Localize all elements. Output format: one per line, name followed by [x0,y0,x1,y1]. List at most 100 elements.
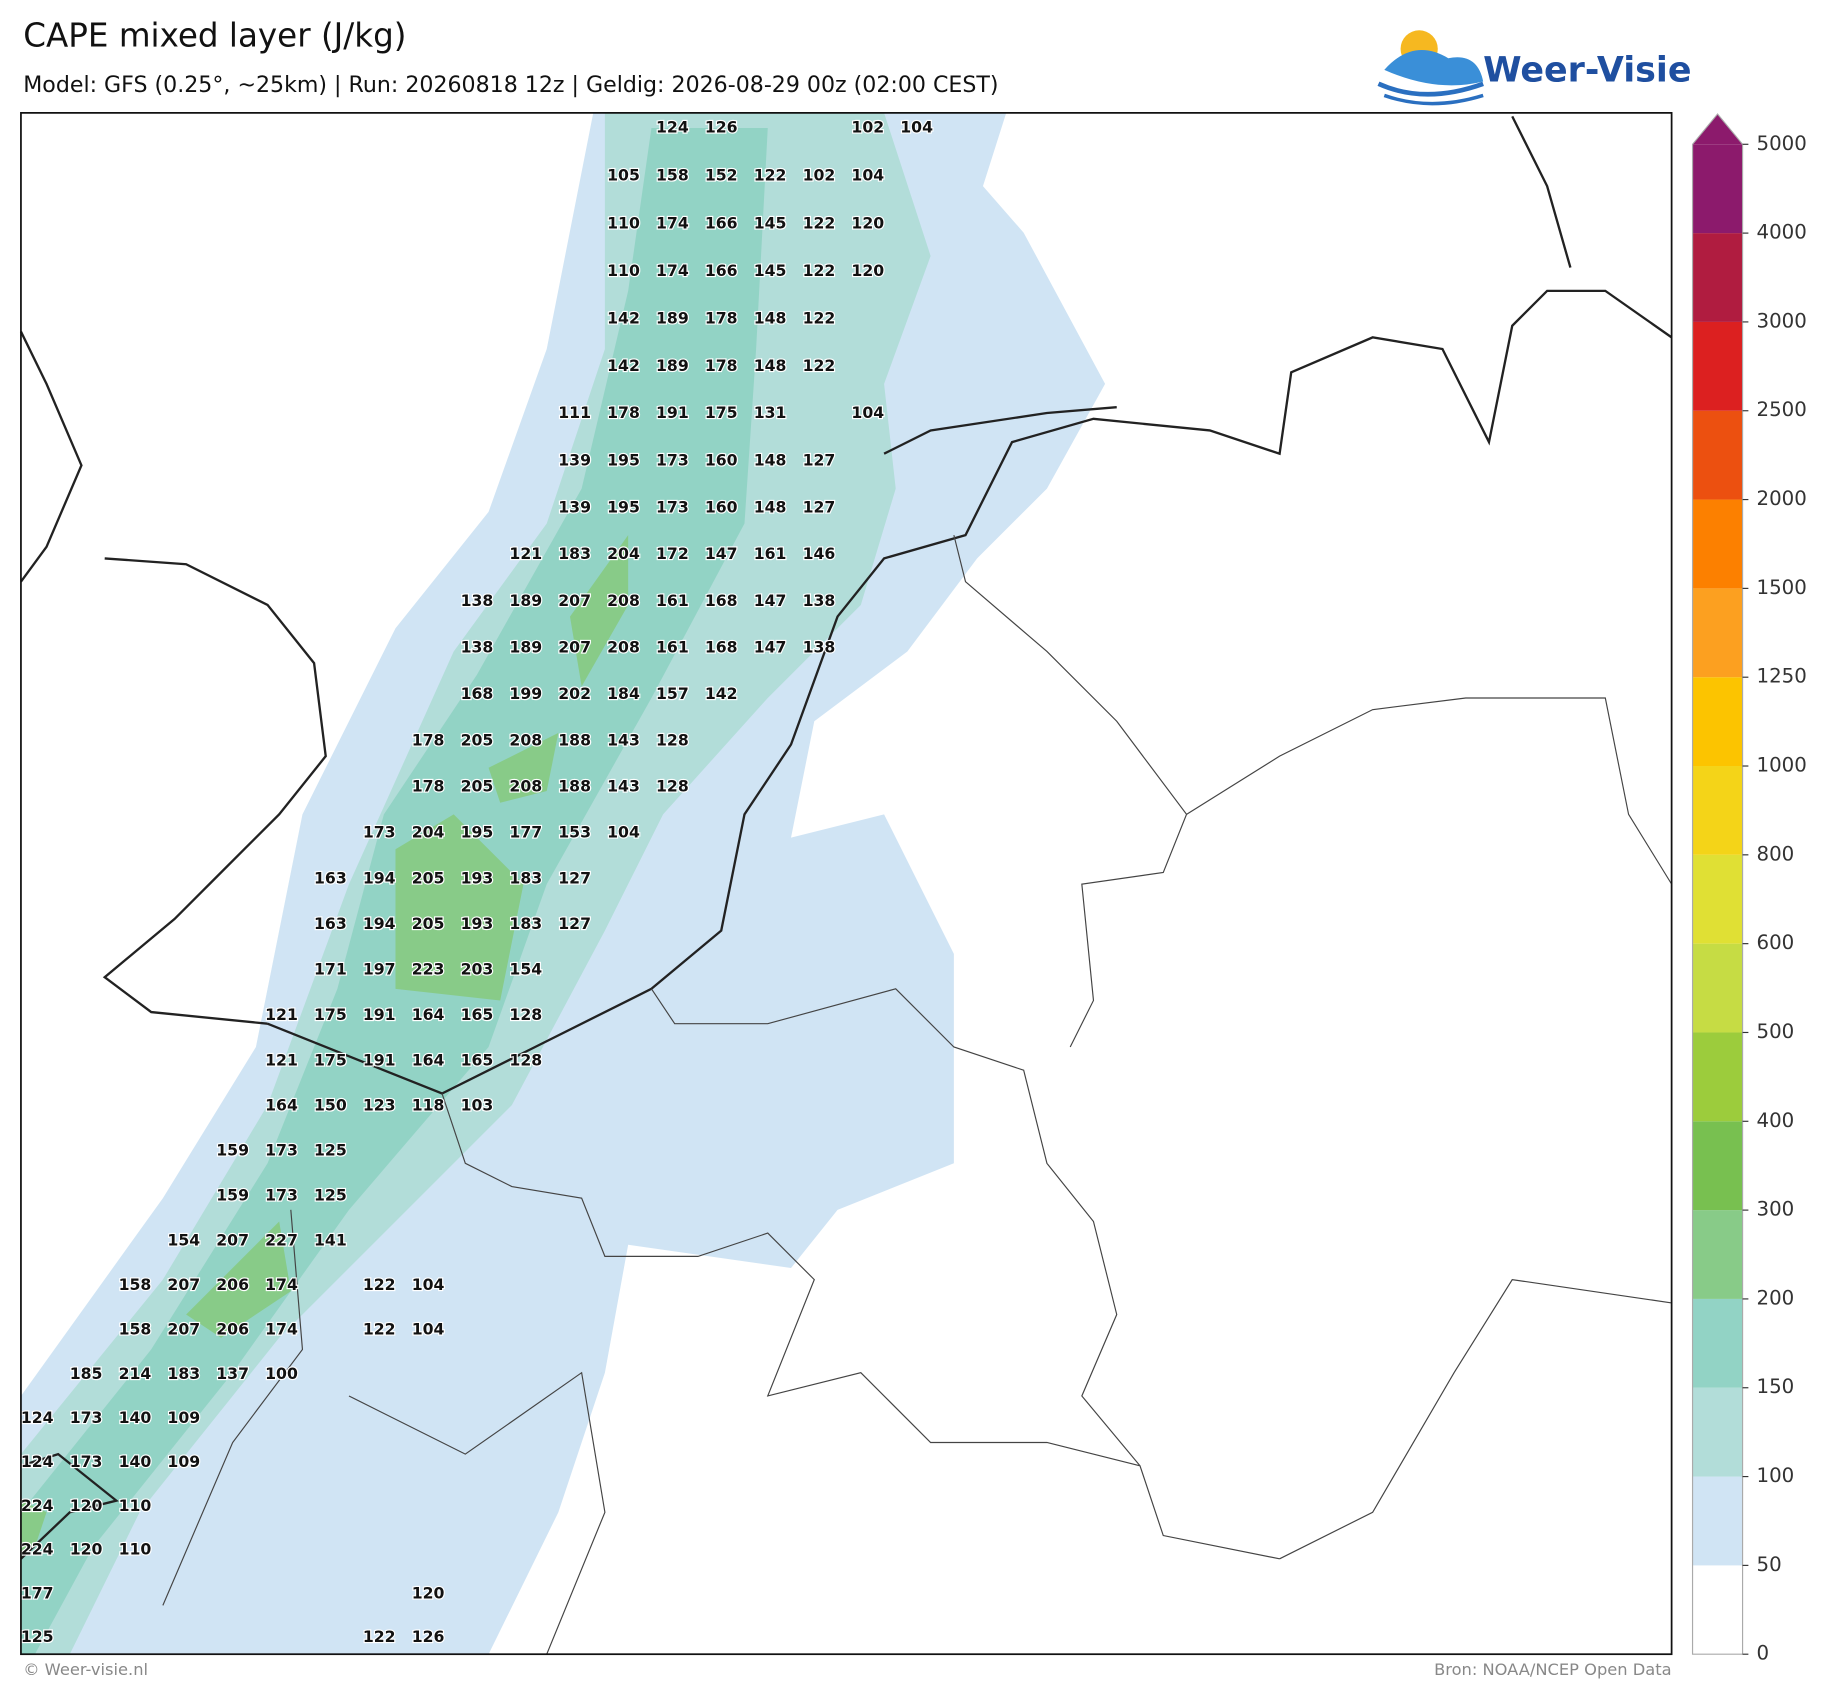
grid-value: 204 [607,544,640,563]
grid-value: 148 [754,497,787,516]
grid-value: 205 [412,914,445,933]
grid-value: 121 [265,1005,298,1024]
grid-value: 122 [803,356,836,375]
colorbar-outline [1691,113,1744,1655]
grid-value: 152 [705,165,738,184]
grid-value: 122 [363,1275,396,1294]
colorbar-segment [1692,1298,1743,1388]
grid-value: 173 [70,1408,103,1427]
grid-value: 168 [461,684,494,703]
grid-value: 139 [558,497,591,516]
grid-labels: 124 126 102 104 105 158 152 122 102 104 110 174 166 1… [20,116,935,1647]
grid-value: 147 [754,638,787,657]
grid-value: 148 [754,450,787,469]
grid-value: 214 [119,1364,152,1383]
grid-value: 128 [656,776,689,795]
grid-value: 160 [705,450,738,469]
grid-value: 138 [461,591,494,610]
colorbar-tick-label: 400 [1757,1109,1795,1132]
colorbar-tick-label: 2500 [1757,398,1807,421]
grid-value: 104 [851,403,884,422]
grid-value: 143 [607,730,640,749]
grid-value: 173 [265,1186,298,1205]
colorbar-segment [1692,410,1743,500]
grid-value: 147 [754,591,787,610]
grid-value: 122 [754,165,787,184]
grid-value: 148 [754,356,787,375]
grid-value: 164 [265,1096,298,1115]
shade-150 [20,128,768,1655]
grid-value: 127 [803,497,836,516]
grid-value: 158 [119,1275,152,1294]
grid-value: 208 [607,591,640,610]
grid-value: 203 [461,960,494,979]
grid-value: 137 [216,1364,249,1383]
grid-value: 124 [21,1452,54,1471]
grid-value: 175 [705,403,738,422]
grid-value: 165 [461,1050,494,1069]
colorbar-segment [1692,1387,1743,1477]
grid-value: 204 [412,822,445,841]
colorbar-tick-label: 1500 [1757,576,1807,599]
colorbar-segment [1692,854,1743,944]
colorbar-tick-label: 100 [1757,1464,1795,1487]
grid-value: 183 [558,544,591,563]
grid-value: 154 [509,960,542,979]
grid-value: 126 [705,118,738,137]
grid-value: 103 [461,1096,494,1115]
logo-text: Weer-Visie [1483,50,1691,90]
grid-value: 164 [412,1050,445,1069]
grid-value: 207 [558,591,591,610]
grid-value: 122 [363,1627,396,1646]
grid-value: 208 [607,638,640,657]
grid-value: 123 [363,1096,396,1115]
footer-right: Bron: NOAA/NCEP Open Data [1434,1660,1672,1679]
logo: Weer-Visie [1377,30,1692,106]
grid-value: 166 [705,213,738,232]
subtitle: Model: GFS (0.25°, ~25km) | Run: 2026081… [23,72,998,98]
grid-value: 145 [754,261,787,280]
grid-value: 207 [167,1319,200,1338]
grid-value: 161 [656,638,689,657]
map-area: 124 126 102 104 105 158 152 122 102 104 110 174 166 1… [20,112,1673,1656]
grid-value: 138 [803,638,836,657]
grid-value: 102 [803,165,836,184]
grid-value: 191 [656,403,689,422]
grid-value: 205 [461,730,494,749]
grid-value: 120 [851,213,884,232]
grid-value: 157 [656,684,689,703]
grid-value: 161 [656,591,689,610]
footer-left: © Weer-visie.nl [23,1660,148,1679]
grid-value: 208 [509,776,542,795]
colorbar-segment [1692,499,1743,589]
grid-value: 171 [314,960,347,979]
grid-value: 205 [461,776,494,795]
grid-value: 195 [607,497,640,516]
colorbar-tick-label: 1000 [1757,754,1807,777]
grid-value: 173 [265,1141,298,1160]
grid-value: 161 [754,544,787,563]
grid-value: 189 [656,309,689,328]
grid-value: 177 [509,822,542,841]
grid-value: 128 [509,1050,542,1069]
grid-value: 163 [314,868,347,887]
colorbar-tick-label: 50 [1757,1553,1782,1576]
grid-value: 164 [412,1005,445,1024]
grid-value: 142 [607,309,640,328]
grid-value: 189 [509,638,542,657]
grid-value: 191 [363,1005,396,1024]
grid-value: 102 [851,118,884,137]
grid-value: 124 [21,1408,54,1427]
grid-value: 224 [21,1496,54,1515]
grid-value: 110 [119,1540,152,1559]
grid-value: 120 [412,1583,445,1602]
grid-value: 104 [900,118,933,137]
grid-value: 120 [851,261,884,280]
grid-value: 122 [803,309,836,328]
grid-value: 127 [803,450,836,469]
grid-value: 205 [412,868,445,887]
colorbar-segment [1692,144,1743,234]
colorbar-segment [1692,943,1743,1033]
grid-value: 109 [167,1452,200,1471]
